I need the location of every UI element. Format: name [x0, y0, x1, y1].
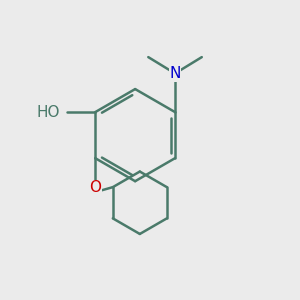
Text: O: O	[89, 180, 101, 195]
Text: N: N	[169, 66, 181, 81]
Text: HO: HO	[36, 105, 60, 120]
